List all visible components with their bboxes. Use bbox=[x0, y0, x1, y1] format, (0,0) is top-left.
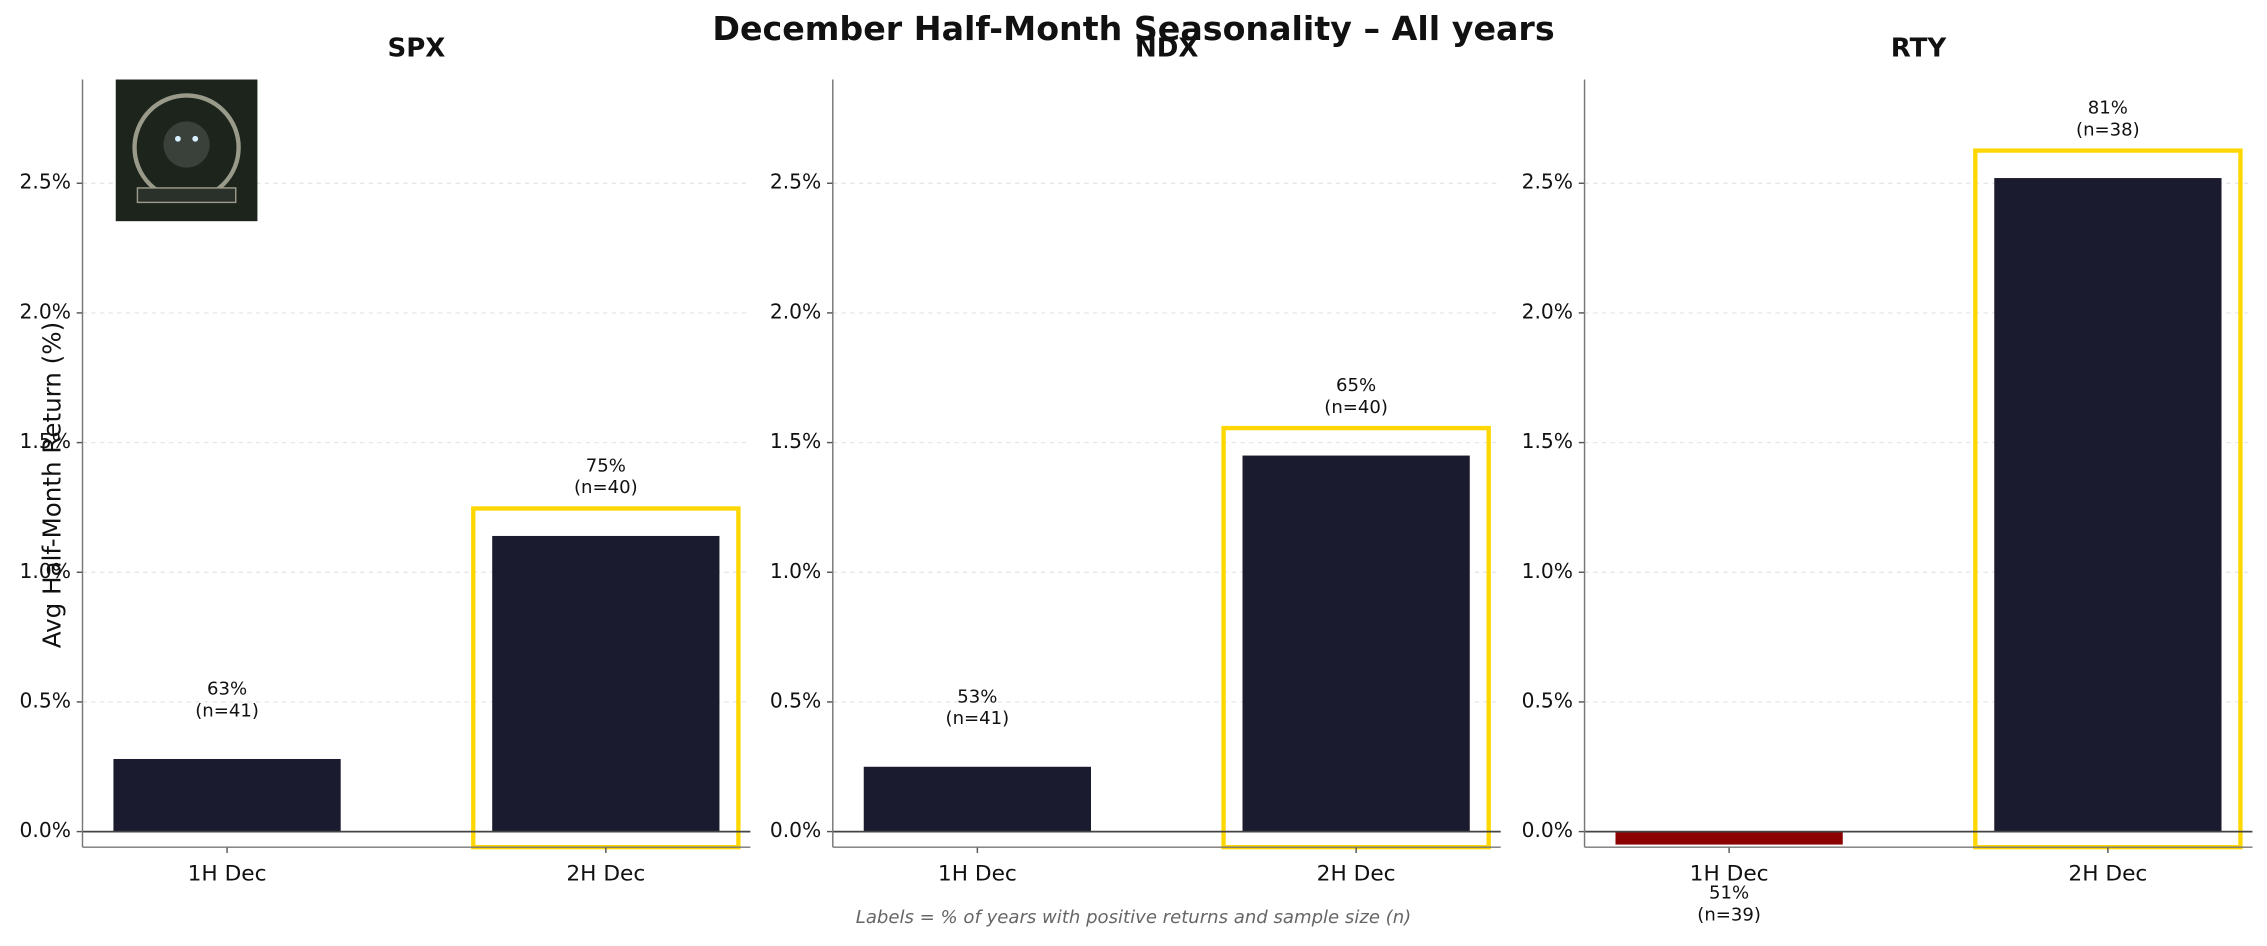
y-tick-label: 1.5% bbox=[1522, 429, 1573, 453]
data-label: 51% bbox=[1709, 883, 1749, 904]
chart-title: December Half-Month Seasonality – All ye… bbox=[712, 9, 1554, 48]
bar bbox=[1615, 831, 1843, 845]
y-tick-label: 0.5% bbox=[20, 688, 71, 712]
logo bbox=[115, 79, 258, 222]
y-tick-label: 1.5% bbox=[770, 429, 821, 453]
footnote: Labels = % of years with positive return… bbox=[856, 907, 1411, 928]
y-tick-label: 1.0% bbox=[20, 559, 71, 583]
data-label: 63% bbox=[207, 679, 247, 700]
x-tick-label: 2H Dec bbox=[1317, 862, 1396, 887]
x-tick-label: 2H Dec bbox=[2068, 862, 2147, 887]
x-tick-label: 2H Dec bbox=[566, 862, 645, 887]
y-tick-label: 2.0% bbox=[20, 299, 71, 323]
subplot-title: NDX bbox=[1135, 34, 1198, 64]
y-tick-label: 2.0% bbox=[770, 299, 821, 323]
x-tick-label: 1H Dec bbox=[1690, 862, 1769, 887]
subplot-title: SPX bbox=[388, 34, 446, 64]
data-label: 53% bbox=[957, 686, 997, 707]
y-tick-label: 1.0% bbox=[770, 559, 821, 583]
y-tick-label: 0.5% bbox=[1522, 688, 1573, 712]
data-label: (n=38) bbox=[2076, 119, 2140, 140]
y-axis-label: Avg Half-Month Return (%) bbox=[38, 322, 67, 648]
bar bbox=[492, 535, 720, 832]
y-tick-label: 1.5% bbox=[20, 429, 71, 453]
data-label: (n=40) bbox=[1324, 397, 1388, 418]
bar bbox=[1994, 178, 2222, 832]
data-label: 81% bbox=[2088, 98, 2128, 119]
subplot-title: RTY bbox=[1891, 34, 1948, 64]
y-tick-label: 2.0% bbox=[1522, 299, 1573, 323]
data-label: (n=40) bbox=[574, 477, 638, 498]
bar bbox=[1242, 455, 1470, 832]
data-label: (n=41) bbox=[195, 700, 259, 721]
y-tick-label: 0.0% bbox=[770, 818, 821, 842]
data-label: (n=41) bbox=[946, 708, 1010, 729]
y-tick-label: 0.0% bbox=[20, 818, 71, 842]
y-tick-label: 0.5% bbox=[770, 688, 821, 712]
y-tick-label: 1.0% bbox=[1522, 559, 1573, 583]
x-tick-label: 1H Dec bbox=[938, 862, 1017, 887]
bar bbox=[863, 766, 1091, 832]
data-label: 75% bbox=[586, 456, 626, 477]
bar bbox=[113, 758, 341, 832]
y-tick-label: 2.5% bbox=[1522, 170, 1573, 194]
x-tick-label: 1H Dec bbox=[188, 862, 267, 887]
y-tick-label: 0.0% bbox=[1522, 818, 1573, 842]
data-label: 65% bbox=[1336, 375, 1376, 396]
y-tick-label: 2.5% bbox=[770, 170, 821, 194]
data-label: (n=39) bbox=[1697, 904, 1761, 925]
y-tick-label: 2.5% bbox=[20, 170, 71, 194]
